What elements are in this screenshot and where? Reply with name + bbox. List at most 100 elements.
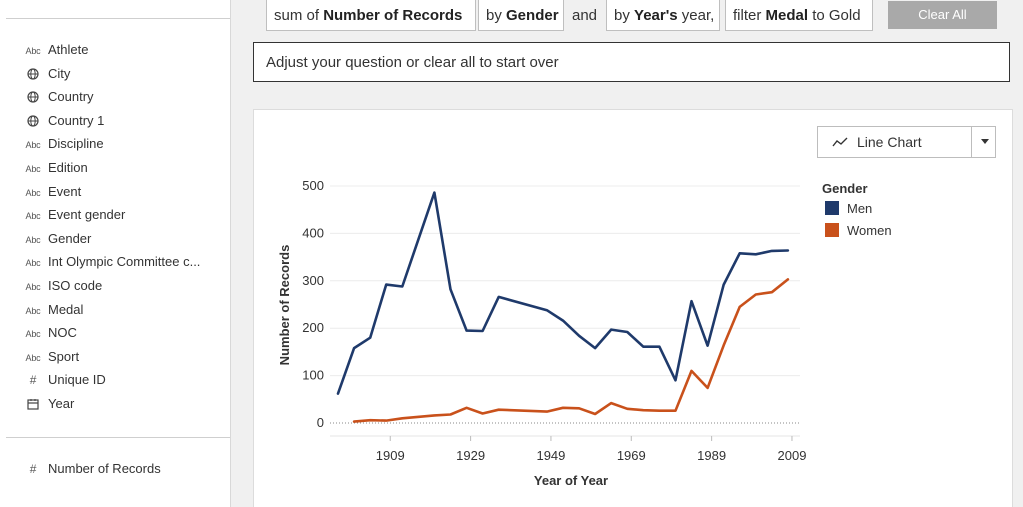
data-point-men[interactable] — [657, 344, 662, 349]
data-point-men[interactable] — [769, 248, 774, 253]
data-point-men[interactable] — [689, 299, 694, 304]
data-point-women[interactable] — [641, 408, 646, 413]
abc-icon: Abc — [25, 187, 41, 198]
field-int-olympic-committee-c[interactable]: Abc Int Olympic Committee c... — [24, 252, 201, 272]
legend: Gender Men Women — [822, 180, 892, 242]
field-year[interactable]: Year — [24, 394, 74, 414]
data-point-men[interactable] — [400, 284, 405, 289]
data-point-men[interactable] — [785, 248, 790, 253]
data-point-women[interactable] — [384, 418, 389, 423]
divider — [6, 437, 230, 438]
field-edition[interactable]: Abc Edition — [24, 158, 88, 178]
chart-type-dropdown[interactable]: Line Chart — [817, 126, 996, 158]
pill-field: Gender — [506, 7, 559, 24]
data-point-women[interactable] — [673, 408, 678, 413]
globe-icon — [24, 65, 42, 85]
abc-icon: Abc — [25, 305, 41, 316]
field-iso-code[interactable]: Abc ISO code — [24, 276, 103, 296]
data-point-men[interactable] — [448, 287, 453, 292]
field-label: Int Olympic Committee c... — [48, 254, 201, 270]
field-country-1[interactable]: Country 1 — [24, 111, 104, 131]
data-point-women[interactable] — [785, 277, 790, 282]
field-sport[interactable]: Abc Sport — [24, 347, 80, 367]
data-point-men[interactable] — [625, 330, 630, 335]
field-label: City — [48, 65, 71, 81]
data-point-women[interactable] — [448, 412, 453, 417]
legend-item-women[interactable]: Women — [822, 220, 892, 242]
data-point-men[interactable] — [609, 327, 614, 332]
series-line-women[interactable] — [352, 278, 790, 423]
data-point-women[interactable] — [368, 418, 373, 423]
data-point-women[interactable] — [609, 401, 614, 406]
field-medal[interactable]: Abc Medal — [24, 300, 84, 320]
legend-label: Women — [847, 223, 892, 238]
data-point-men[interactable] — [496, 294, 501, 299]
data-point-men[interactable] — [673, 378, 678, 383]
data-point-men[interactable] — [336, 391, 341, 396]
field-country[interactable]: Country — [24, 87, 94, 107]
adjust-question-box[interactable]: Adjust your question or clear all to sta… — [253, 42, 1010, 82]
query-pill-measure[interactable]: sum of Number of Records — [266, 0, 476, 31]
data-point-men[interactable] — [464, 328, 469, 333]
field-label: Medal — [48, 301, 84, 317]
data-point-women[interactable] — [561, 405, 566, 410]
series-line-men[interactable] — [336, 191, 790, 395]
y-tick-label: 500 — [302, 178, 324, 193]
field-athlete[interactable]: Abc Athlete — [24, 40, 89, 60]
data-point-women[interactable] — [400, 416, 405, 421]
y-tick-label: 300 — [302, 273, 324, 288]
legend-item-men[interactable]: Men — [822, 198, 892, 220]
data-point-women[interactable] — [352, 419, 357, 424]
y-axis-title: Number of Records — [277, 245, 292, 366]
data-point-women[interactable] — [769, 290, 774, 295]
data-point-men[interactable] — [368, 335, 373, 340]
data-point-women[interactable] — [577, 406, 582, 411]
field-event[interactable]: Abc Event — [24, 182, 82, 202]
data-point-women[interactable] — [544, 409, 549, 414]
field-city[interactable]: City — [24, 64, 70, 84]
data-point-women[interactable] — [753, 292, 758, 297]
query-pill-filter[interactable]: filter Medal to Gold — [725, 0, 873, 31]
data-point-men[interactable] — [737, 251, 742, 256]
data-point-men[interactable] — [480, 329, 485, 334]
query-pill-gender[interactable]: by Gender — [478, 0, 564, 31]
field-unique-id[interactable]: # Unique ID — [24, 370, 106, 390]
data-point-women[interactable] — [737, 304, 742, 309]
data-point-men[interactable] — [432, 190, 437, 195]
data-point-women[interactable] — [689, 368, 694, 373]
data-point-women[interactable] — [721, 343, 726, 348]
field-event-gender[interactable]: Abc Event gender — [24, 205, 126, 225]
data-point-men[interactable] — [641, 344, 646, 349]
data-point-women[interactable] — [496, 407, 501, 412]
field-gender[interactable]: Abc Gender — [24, 229, 92, 249]
data-point-men[interactable] — [577, 333, 582, 338]
data-point-women[interactable] — [657, 408, 662, 413]
globe-icon — [24, 112, 42, 132]
data-point-women[interactable] — [464, 405, 469, 410]
data-point-men[interactable] — [753, 252, 758, 257]
data-point-men[interactable] — [593, 346, 598, 351]
data-point-men[interactable] — [721, 282, 726, 287]
data-point-women[interactable] — [593, 412, 598, 417]
abc-icon: Abc — [25, 164, 41, 174]
x-axis-title: Year of Year — [534, 473, 608, 488]
clear-all-button[interactable]: Clear All — [888, 1, 997, 29]
data-point-women[interactable] — [432, 413, 437, 418]
data-point-women[interactable] — [480, 411, 485, 416]
pill-field: Number of Records — [323, 7, 463, 24]
field-label: Country 1 — [48, 112, 105, 128]
query-pill-year[interactable]: by Year's year, — [606, 0, 720, 31]
chevron-down-icon[interactable] — [981, 139, 989, 144]
data-point-women[interactable] — [705, 385, 710, 390]
pill-suffix: year, — [681, 7, 715, 24]
data-point-men[interactable] — [544, 308, 549, 313]
field-noc[interactable]: Abc NOC — [24, 323, 77, 343]
data-point-men[interactable] — [384, 282, 389, 287]
data-point-men[interactable] — [352, 346, 357, 351]
data-point-men[interactable] — [705, 343, 710, 348]
pill-prefix: filter — [733, 7, 762, 24]
data-point-men[interactable] — [561, 318, 566, 323]
data-point-women[interactable] — [625, 406, 630, 411]
field-discipline[interactable]: Abc Discipline — [24, 134, 104, 154]
field-number-of-records[interactable]: # Number of Records — [24, 459, 161, 479]
